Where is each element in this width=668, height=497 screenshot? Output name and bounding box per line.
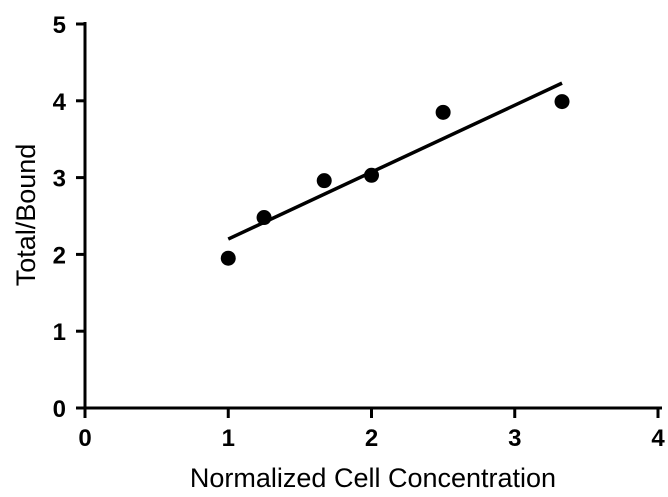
data-point: [554, 94, 570, 110]
x-axis-title: Normalized Cell Concentration: [190, 463, 556, 493]
data-point: [220, 250, 236, 266]
data-point: [435, 104, 451, 120]
data-point: [364, 167, 379, 183]
data-points: [220, 94, 570, 266]
axes: 0 1 2 3 4 5 0 1 2 3 4: [53, 12, 666, 452]
y-tick-label: 0: [53, 396, 66, 423]
x-tick-label: 4: [651, 425, 665, 452]
y-axis-title: Total/Bound: [11, 144, 41, 287]
y-tick-label: 5: [53, 12, 66, 39]
plot-area: [220, 81, 570, 266]
fit-line: [227, 81, 563, 241]
y-tick-label: 3: [53, 166, 66, 193]
y-tick-label: 2: [53, 242, 66, 269]
x-tick-label: 1: [222, 425, 235, 452]
x-tick-label: 0: [78, 425, 91, 452]
y-tick-label: 4: [53, 89, 67, 116]
y-ticks: 0 1 2 3 4 5: [53, 12, 85, 423]
y-tick-label: 1: [53, 319, 66, 346]
x-tick-label: 2: [365, 425, 378, 452]
data-point: [316, 173, 332, 189]
x-ticks: 0 1 2 3 4: [78, 408, 665, 452]
data-point: [256, 210, 272, 226]
x-tick-label: 3: [508, 425, 521, 452]
